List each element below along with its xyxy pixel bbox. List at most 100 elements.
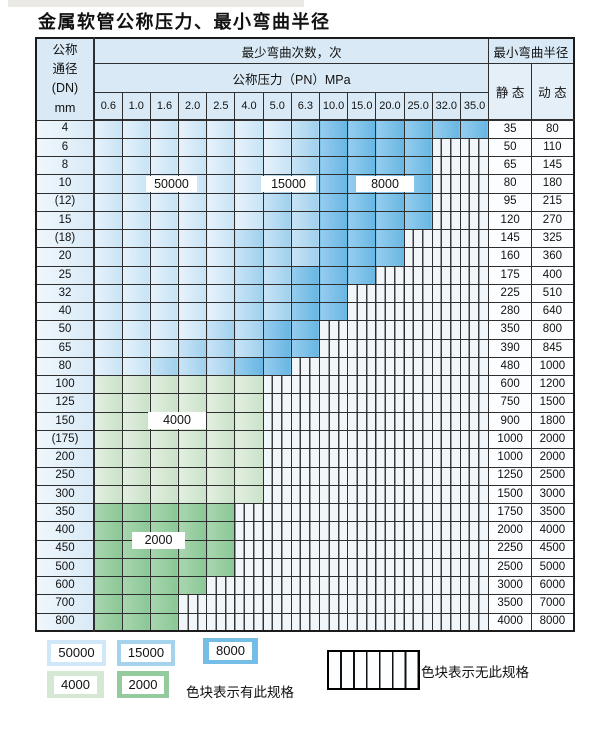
no-spec-cell xyxy=(459,484,490,505)
no-spec-cell xyxy=(347,576,377,596)
spec-cell xyxy=(206,411,236,432)
static-radius-value: 390 xyxy=(488,338,533,358)
spec-cell xyxy=(149,448,180,468)
spec-cell xyxy=(347,192,377,212)
no-spec-cell xyxy=(375,503,405,523)
dynamic-radius-value: 845 xyxy=(531,338,575,358)
spec-cell xyxy=(206,265,236,285)
no-spec-cell xyxy=(347,356,377,377)
no-spec-cell xyxy=(375,576,405,596)
no-spec-cell xyxy=(375,338,405,358)
spec-cell xyxy=(178,192,208,212)
spec-cell xyxy=(290,210,321,231)
spec-cell xyxy=(178,503,208,523)
pressure-col-15.0: 15.0 xyxy=(347,92,377,121)
spec-cell xyxy=(121,283,151,304)
no-spec-cell xyxy=(459,283,490,304)
spec-cell xyxy=(121,375,151,395)
no-spec-cell xyxy=(318,448,349,468)
no-spec-cell xyxy=(347,503,377,523)
spec-cell xyxy=(93,411,123,432)
dynamic-header: 动 态 xyxy=(531,63,575,121)
spec-cell xyxy=(121,320,151,340)
spec-cell xyxy=(234,430,264,450)
spec-cell xyxy=(178,375,208,395)
spec-cell xyxy=(431,119,461,139)
spec-cell xyxy=(403,210,433,231)
spec-cell xyxy=(206,393,236,413)
no-spec-cell xyxy=(290,576,321,596)
legend-swatch-label: 50000 xyxy=(51,644,102,662)
spec-cell xyxy=(262,210,292,231)
no-spec-cell xyxy=(403,247,433,267)
table-row: 250 1250 2500 xyxy=(35,466,575,486)
spec-cell xyxy=(234,192,264,212)
no-spec-cell xyxy=(347,557,377,578)
dn-value: 700 xyxy=(35,594,95,614)
spec-cell xyxy=(290,302,321,322)
spec-cell xyxy=(206,119,236,139)
spec-cell xyxy=(290,229,321,249)
no-spec-cell xyxy=(290,356,321,377)
spec-cell xyxy=(290,338,321,358)
spec-cell xyxy=(149,229,180,249)
dn-value: 150 xyxy=(35,411,95,432)
table-row: 200 1000 2000 xyxy=(35,448,575,468)
no-spec-cell xyxy=(290,594,321,614)
no-spec-cell xyxy=(290,375,321,395)
spec-cell xyxy=(234,119,264,139)
no-spec-cell xyxy=(375,448,405,468)
spec-cell xyxy=(206,521,236,541)
cycles-label-4000: 4000 xyxy=(148,412,206,429)
spec-cell xyxy=(375,137,405,158)
no-spec-cell xyxy=(347,448,377,468)
table-row: 4 35 80 xyxy=(35,119,575,139)
dn-value: 250 xyxy=(35,466,95,486)
table-row: 40 280 640 xyxy=(35,302,575,322)
legend-swatch-label: 15000 xyxy=(120,644,172,662)
spec-cell xyxy=(206,356,236,377)
no-spec-cell xyxy=(431,430,461,450)
spec-cell xyxy=(234,210,264,231)
spec-cell xyxy=(206,484,236,505)
spec-cell xyxy=(318,156,349,176)
spec-cell xyxy=(290,137,321,158)
dynamic-radius-value: 215 xyxy=(531,192,575,212)
dynamic-radius-value: 1500 xyxy=(531,393,575,413)
spec-cell xyxy=(206,503,236,523)
static-header: 静 态 xyxy=(488,63,533,121)
spec-cell xyxy=(206,320,236,340)
spec-cell xyxy=(178,320,208,340)
no-spec-cell xyxy=(459,338,490,358)
spec-cell xyxy=(262,320,292,340)
spec-cell xyxy=(206,283,236,304)
pressure-col-1.6: 1.6 xyxy=(149,92,180,121)
pressure-col-20.0: 20.0 xyxy=(375,92,405,121)
spec-cell xyxy=(149,503,180,523)
spec-cell xyxy=(121,576,151,596)
no-spec-cell xyxy=(262,594,292,614)
no-spec-cell xyxy=(459,302,490,322)
spec-cell xyxy=(93,521,123,541)
spec-cell xyxy=(149,393,180,413)
no-spec-cell xyxy=(347,302,377,322)
pressure-col-5.0: 5.0 xyxy=(262,92,292,121)
spec-cell xyxy=(178,137,208,158)
dn-value: (175) xyxy=(35,430,95,450)
no-spec-cell xyxy=(431,503,461,523)
spec-cell xyxy=(206,448,236,468)
dynamic-radius-value: 2500 xyxy=(531,466,575,486)
spec-cell xyxy=(121,156,151,176)
no-spec-cell xyxy=(318,594,349,614)
legend-swatch-15000: 15000 xyxy=(117,640,175,666)
no-spec-cell xyxy=(262,411,292,432)
spec-cell xyxy=(149,192,180,212)
dynamic-radius-value: 800 xyxy=(531,320,575,340)
spec-cell xyxy=(262,338,292,358)
spec-cell xyxy=(375,192,405,212)
spec-cell xyxy=(93,356,123,377)
dn-value: 600 xyxy=(35,576,95,596)
dynamic-radius-value: 6000 xyxy=(531,576,575,596)
spec-cell xyxy=(93,484,123,505)
